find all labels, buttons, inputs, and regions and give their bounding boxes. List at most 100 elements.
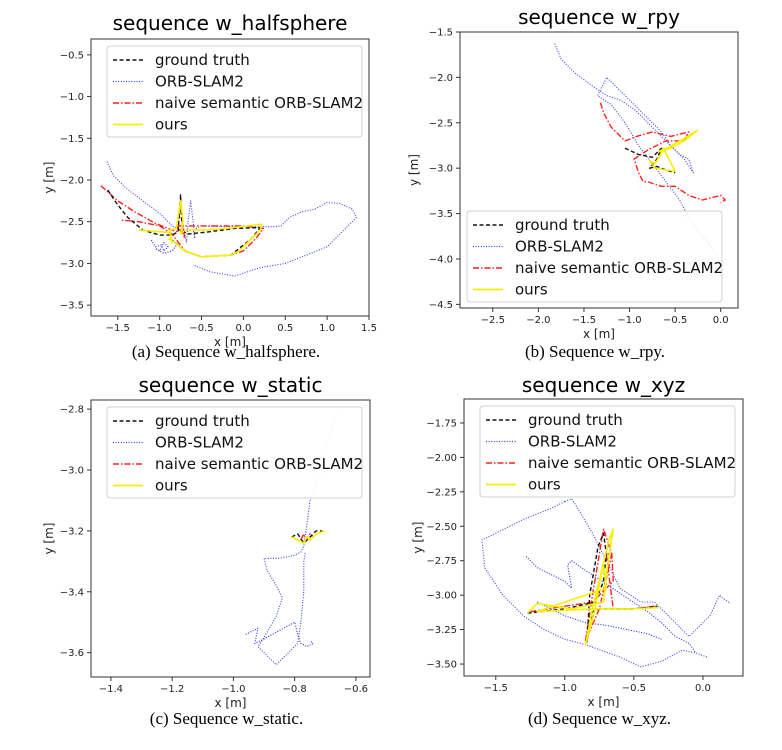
- series-orb-slam2: [257, 500, 311, 666]
- x-tick-label: −1.0: [148, 323, 172, 334]
- y-tick-label: −1.5: [60, 134, 84, 145]
- y-tick-label: −3.0: [429, 164, 453, 175]
- legend-label: ours: [155, 116, 188, 134]
- x-tick-label: 0.5: [277, 323, 293, 334]
- series-orb-slam2-inner: [525, 556, 697, 654]
- y-tick-label: −3.0: [60, 259, 84, 270]
- series-naive-semantic-orb-slam2: [530, 528, 655, 642]
- series-ground-truth: [291, 530, 323, 544]
- x-tick-label: −0.5: [189, 323, 213, 334]
- legend-label: ground truth: [515, 216, 610, 234]
- legend-label: ours: [528, 476, 561, 494]
- series-orb-slam2-cluster: [245, 621, 314, 648]
- y-tick-label: −2.5: [60, 217, 84, 228]
- panel-b: sequence w_rpy −2.5 −2.0 −1.5 −1.0 −0.5 0.0 −1.…: [407, 5, 739, 361]
- x-axis-label: x [m]: [588, 695, 620, 709]
- panel-c: sequence w_static −1.4 −1.2 −1.0 −0.8 −0.6 −2.…: [42, 373, 371, 728]
- series-ours: [648, 129, 699, 172]
- figure-caption: (a) Sequence w_halfsphere.: [132, 342, 320, 361]
- series-ours: [526, 528, 659, 646]
- series-ours: [138, 200, 263, 258]
- figure-caption: (c) Sequence w_static.: [150, 709, 303, 728]
- legend: ground truth ORB-SLAM2 naive semantic ORB-…: [479, 405, 736, 498]
- plot-area: [481, 498, 731, 668]
- y-axis-label: y [m]: [42, 162, 56, 194]
- legend-box: [466, 210, 723, 303]
- y-tick-label: −1.5: [429, 28, 453, 39]
- x-tick-label: −1.4: [99, 684, 123, 695]
- x-axis-label: x [m]: [583, 327, 615, 341]
- y-tick-label: −0.5: [60, 50, 84, 61]
- y-axis-label: y [m]: [42, 523, 56, 555]
- series-naive-semantic-orb-slam2: [100, 185, 265, 258]
- legend-label: naive semantic ORB-SLAM2: [155, 94, 363, 112]
- x-tick-label: 0.0: [235, 323, 251, 334]
- y-tick-label: −2.8: [60, 405, 84, 416]
- legend-label: ground truth: [155, 51, 250, 69]
- x-tick-label: 0.0: [713, 315, 729, 326]
- legend-label: ground truth: [528, 411, 623, 429]
- x-tick-label: −1.5: [106, 323, 130, 334]
- panel-a: sequence w_halfsphere −1.5 −1.0 −0.5 0.0 0.5 1…: [42, 11, 377, 361]
- y-tick-label: −2.0: [429, 73, 453, 84]
- legend-label: ORB-SLAM2: [155, 73, 244, 91]
- chart-title: sequence w_static: [138, 373, 322, 397]
- y-tick-label: −1.75: [426, 418, 457, 429]
- y-tick-label: −3.25: [426, 625, 457, 636]
- y-tick-label: −2.5: [429, 118, 453, 129]
- series-ground-truth: [527, 532, 658, 643]
- x-tick-label: −1.0: [617, 315, 641, 326]
- x-axis-label: x [m]: [214, 335, 246, 349]
- series-orb-slam2: [106, 161, 357, 277]
- y-tick-label: −2.00: [426, 453, 457, 464]
- y-tick-label: −3.5: [429, 209, 453, 220]
- x-axis-label: x [m]: [215, 696, 247, 710]
- series-orb-slam2-lower: [536, 601, 662, 640]
- x-tick-label: 1.5: [361, 323, 377, 334]
- x-tick-label: 0.0: [695, 683, 711, 694]
- x-tick-label: −0.8: [283, 684, 307, 695]
- series-orb-slam2-cluster: [150, 239, 177, 254]
- x-tick-label: −1.0: [221, 684, 245, 695]
- legend-label: naive semantic ORB-SLAM2: [155, 455, 363, 473]
- plot-area: [554, 43, 726, 255]
- legend-label: ours: [155, 477, 188, 495]
- axes-frame: [90, 399, 371, 678]
- y-tick-label: −3.0: [60, 466, 84, 477]
- series-orb-slam2-upper: [564, 498, 731, 638]
- axes-frame: [90, 38, 370, 317]
- x-tick-label: 1.0: [319, 323, 335, 334]
- legend: ground truth ORB-SLAM2 naive semantic ORB-…: [466, 210, 723, 303]
- y-tick-label: −3.5: [60, 301, 84, 312]
- y-tick-label: −3.4: [60, 587, 84, 598]
- figure-caption: (d) Sequence w_xyz.: [528, 709, 671, 728]
- legend-box: [106, 45, 363, 138]
- x-tick-label: −1.0: [553, 683, 577, 694]
- y-tick-label: −1.0: [60, 92, 84, 103]
- x-tick-label: −2.0: [526, 315, 550, 326]
- x-tick-label: −1.5: [572, 315, 596, 326]
- y-tick-label: −4.0: [429, 254, 453, 265]
- figure-caption: (b) Sequence w_rpy.: [525, 342, 665, 361]
- legend-label: ground truth: [155, 412, 250, 430]
- series-ground-truth: [107, 189, 261, 258]
- x-tick-label: −0.6: [344, 684, 368, 695]
- y-tick-label: −4.5: [429, 300, 453, 311]
- y-axis-label: y [m]: [407, 154, 421, 186]
- legend: ground truth ORB-SLAM2 naive semantic ORB-…: [106, 406, 363, 499]
- y-tick-label: −3.2: [60, 526, 84, 537]
- series-ours: [291, 530, 326, 544]
- legend-label: naive semantic ORB-SLAM2: [528, 454, 736, 472]
- x-tick-label: −1.2: [160, 684, 184, 695]
- series-orb-slam2-outer-loop: [481, 501, 708, 668]
- x-tick-label: −0.5: [663, 315, 687, 326]
- axes-frame: [459, 31, 739, 309]
- legend-label: naive semantic ORB-SLAM2: [515, 259, 723, 277]
- legend-label: ours: [515, 281, 548, 299]
- chart-title: sequence w_halfsphere: [113, 11, 348, 35]
- axes-frame: [463, 398, 744, 677]
- plot-area: [100, 161, 357, 277]
- y-tick-label: −3.50: [426, 660, 457, 671]
- series-naive-semantic-orb-slam2: [599, 102, 726, 204]
- legend-label: ORB-SLAM2: [155, 434, 244, 452]
